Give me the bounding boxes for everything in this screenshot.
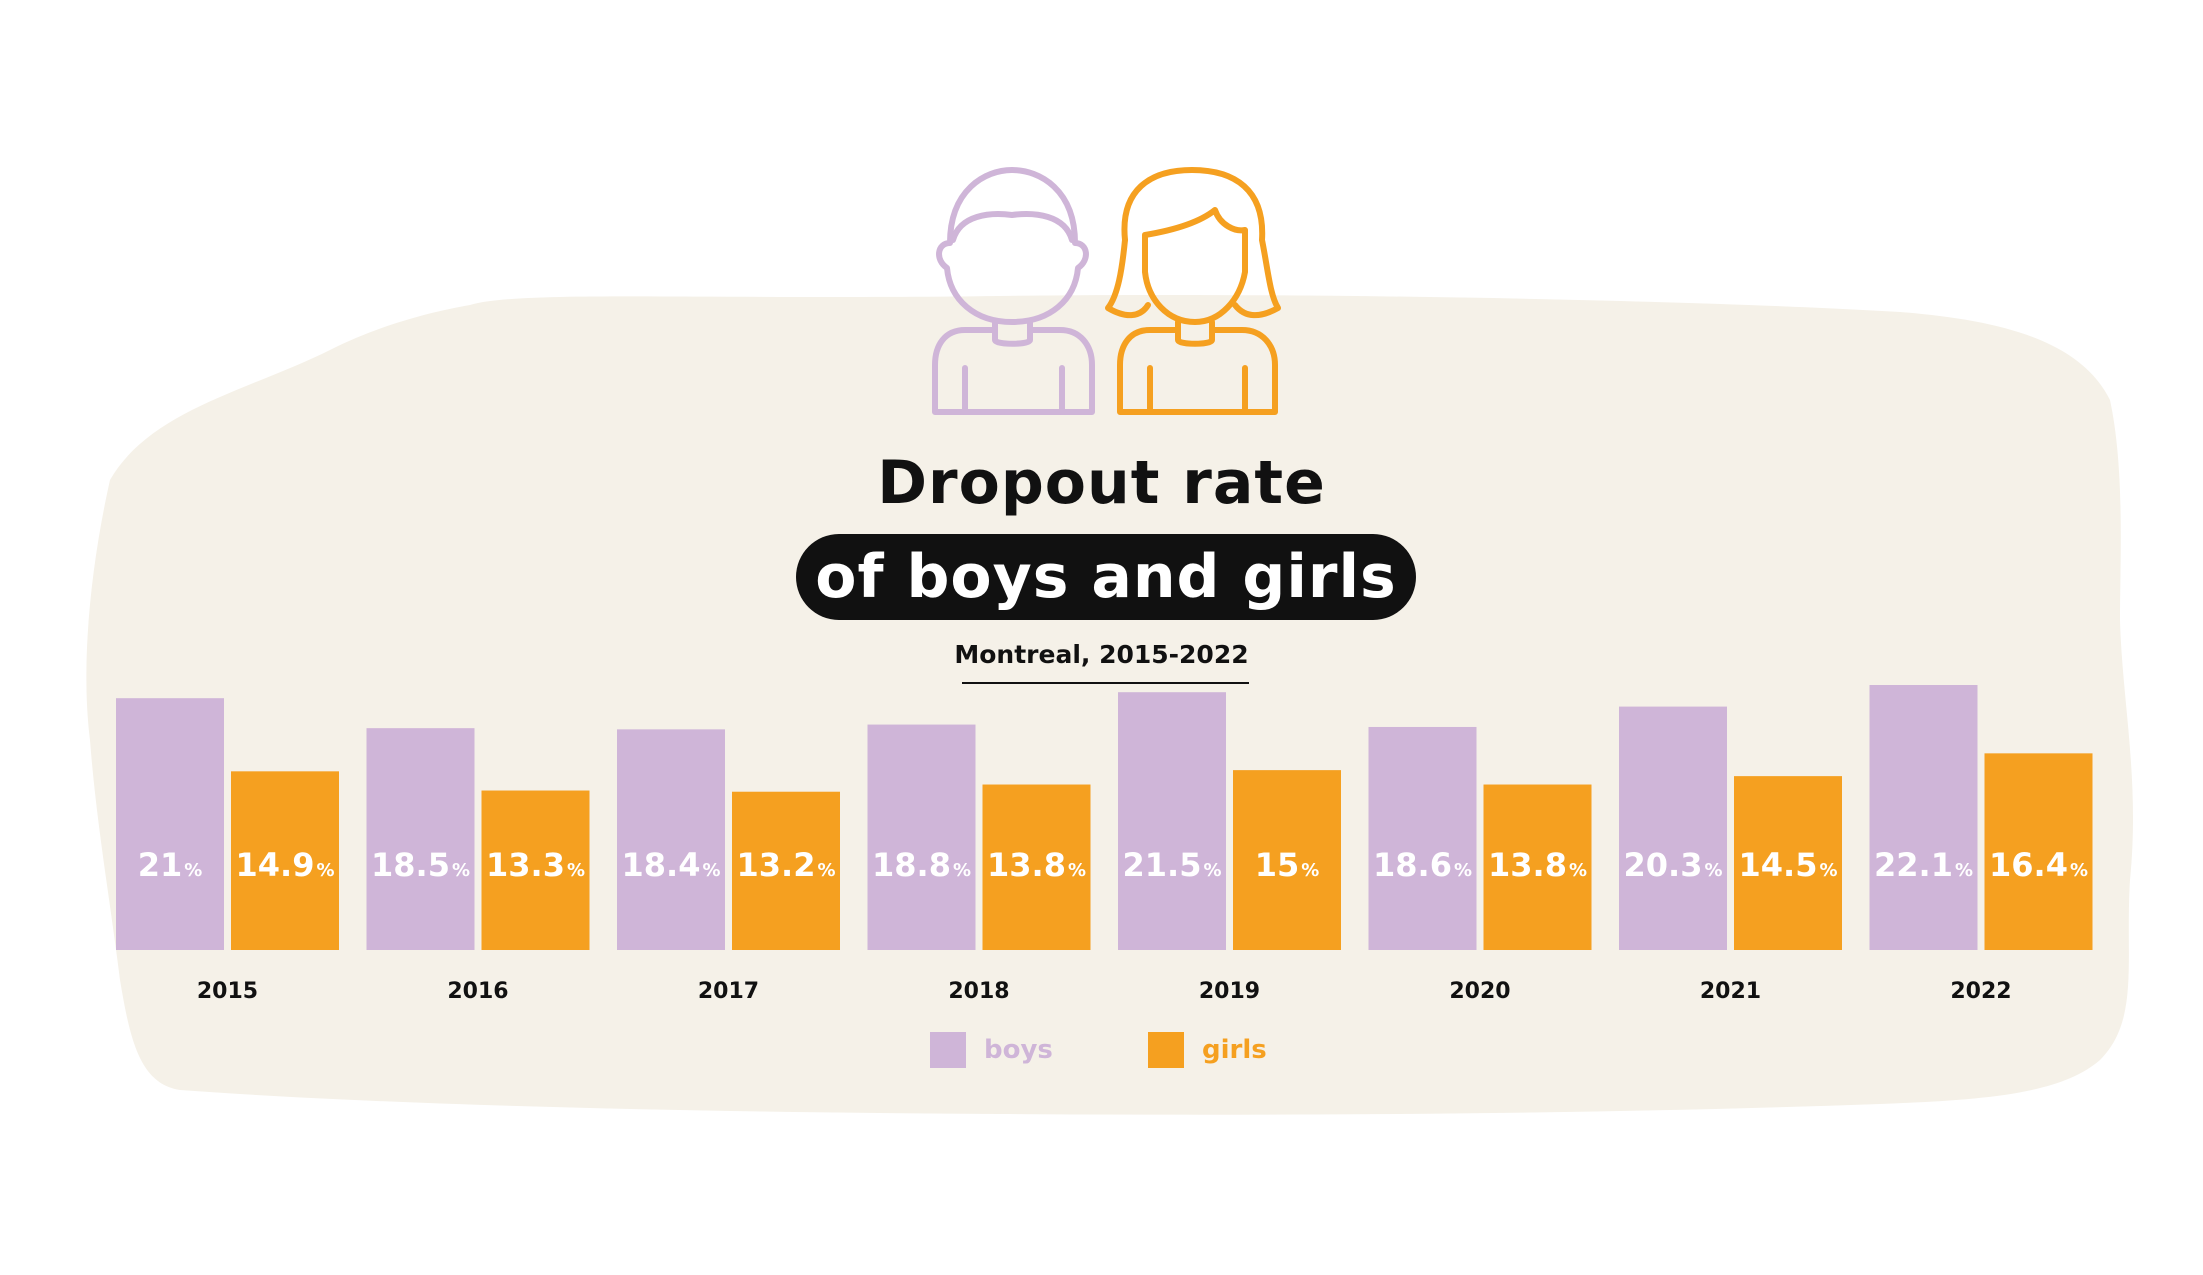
x-tick-label-2019: 2019 [1199,979,1260,1004]
bar-girls-2020 [1483,784,1592,950]
bar-boys-2020 [1368,726,1477,950]
x-tick-label-2022: 2022 [1950,979,2011,1004]
bar-boys-2019 [1118,692,1226,950]
bar-boys-2018 [867,724,976,950]
data-label-girls-2018: 13.8% [987,846,1086,884]
data-label-boys-2019: 21.5% [1123,846,1222,884]
bar-girls-2022 [1984,753,2093,950]
girl-icon [1105,167,1281,415]
bar-boys-2017 [617,729,725,950]
data-label-boys-2018: 18.8% [872,846,971,884]
data-label-boys-2017: 18.4% [622,846,721,884]
data-label-girls-2020: 13.8% [1488,846,1587,884]
bar-girls-2019 [1233,770,1341,950]
chart-subtitle: Montreal, 2015-2022 [954,640,1249,669]
x-tick-label-2015: 2015 [197,979,258,1004]
legend-label-girls: girls [1202,1035,1267,1065]
bar-boys-2015 [116,698,224,950]
x-tick-label-2017: 2017 [698,979,759,1004]
bar-girls-2018 [982,784,1091,950]
bar-girls-2021 [1734,776,1842,950]
data-label-girls-2021: 14.5% [1739,846,1838,884]
x-tick-label-2018: 2018 [948,979,1009,1004]
data-label-boys-2021: 20.3% [1624,846,1723,884]
x-tick-label-2016: 2016 [447,979,508,1004]
legend-swatch-girls [1148,1032,1184,1068]
bar-girls-2016 [481,790,590,950]
boy-icon [932,167,1095,415]
data-label-girls-2017: 13.2% [737,846,836,884]
data-label-boys-2015: 21% [138,846,203,884]
legend-label-boys: boys [984,1035,1053,1065]
data-label-boys-2022: 22.1% [1874,846,1973,884]
x-tick-label-2021: 2021 [1700,979,1761,1004]
data-label-girls-2022: 16.4% [1989,846,2088,884]
bar-girls-2015 [231,771,339,950]
data-label-girls-2016: 13.3% [486,846,585,884]
title-line-1: Dropout rate [877,448,1326,518]
title-line-2: of boys and girls [815,542,1397,612]
subtitle-underline [962,682,1249,684]
data-label-boys-2016: 18.5% [371,846,470,884]
bar-boys-2021 [1619,706,1727,950]
data-label-girls-2015: 14.9% [236,846,335,884]
bar-girls-2017 [732,791,840,950]
data-label-boys-2020: 18.6% [1373,846,1472,884]
bar-boys-2016 [366,728,475,950]
title-pill [796,534,1416,620]
legend-swatch-boys [930,1032,966,1068]
x-tick-label-2020: 2020 [1449,979,1510,1004]
data-label-girls-2019: 15% [1255,846,1320,884]
bar-boys-2022 [1869,685,1978,950]
